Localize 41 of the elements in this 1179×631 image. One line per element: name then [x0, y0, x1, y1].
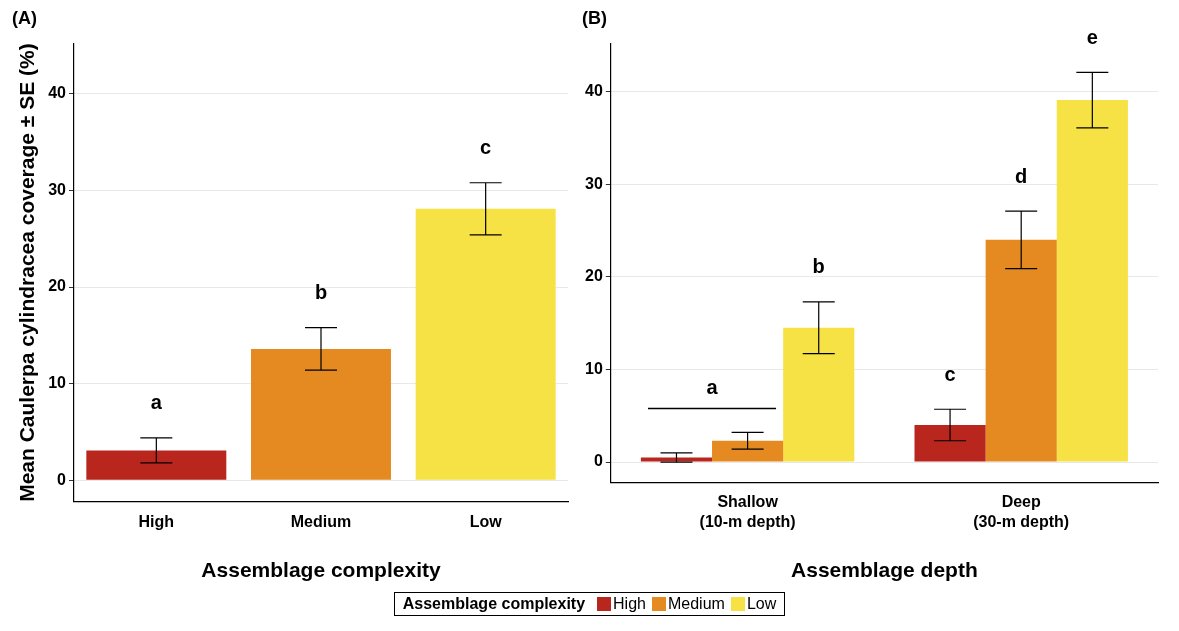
bar	[712, 440, 784, 462]
y-tick-label: 40	[585, 82, 603, 100]
annotation: a	[150, 391, 163, 414]
y-tick-label: 30	[48, 180, 67, 198]
bar	[86, 450, 227, 480]
legend-label: Medium	[667, 595, 725, 613]
chart-title: (A)	[12, 7, 37, 28]
y-tick-label: 0	[57, 470, 67, 488]
annotation: b	[314, 281, 328, 304]
annotation: b	[812, 255, 825, 278]
y-tick-label: 10	[585, 359, 603, 377]
bar	[251, 348, 391, 480]
x-axis-title: Assemblage complexity	[201, 558, 441, 582]
x-axis-title: Assemblage depth	[791, 558, 978, 582]
x-tick-label: Deep (30-m depth)	[973, 493, 1070, 530]
bar	[1056, 100, 1128, 462]
x-tick-label: High	[138, 512, 175, 530]
annotation: d	[1015, 164, 1028, 187]
y-axis-title: Mean Caulerpa cylindracea coverage ± SE (%)	[15, 43, 39, 502]
x-tick-label: Shallow (10-m depth)	[699, 493, 796, 530]
bar	[783, 327, 855, 462]
legend-title: Assemblage complexity	[402, 595, 586, 613]
y-tick-label: 20	[585, 267, 603, 285]
chart-title: (B)	[582, 7, 607, 28]
x-tick-label: Low	[469, 512, 503, 530]
annotation: c	[944, 362, 956, 385]
bar	[415, 208, 556, 480]
y-tick-label: 10	[48, 374, 67, 392]
bar	[914, 425, 986, 462]
annotation: a	[706, 375, 719, 398]
y-tick-label: 20	[48, 277, 67, 295]
x-tick-label: Medium	[290, 512, 352, 530]
annotation: c	[480, 136, 492, 159]
annotation: e	[1086, 25, 1098, 48]
legend-label: Low	[746, 595, 777, 613]
legend-label: High	[613, 595, 646, 613]
y-tick-label: 30	[585, 174, 603, 192]
y-tick-label: 0	[593, 452, 603, 470]
bar	[640, 457, 713, 462]
y-tick-label: 40	[48, 84, 67, 102]
bar	[985, 239, 1057, 462]
